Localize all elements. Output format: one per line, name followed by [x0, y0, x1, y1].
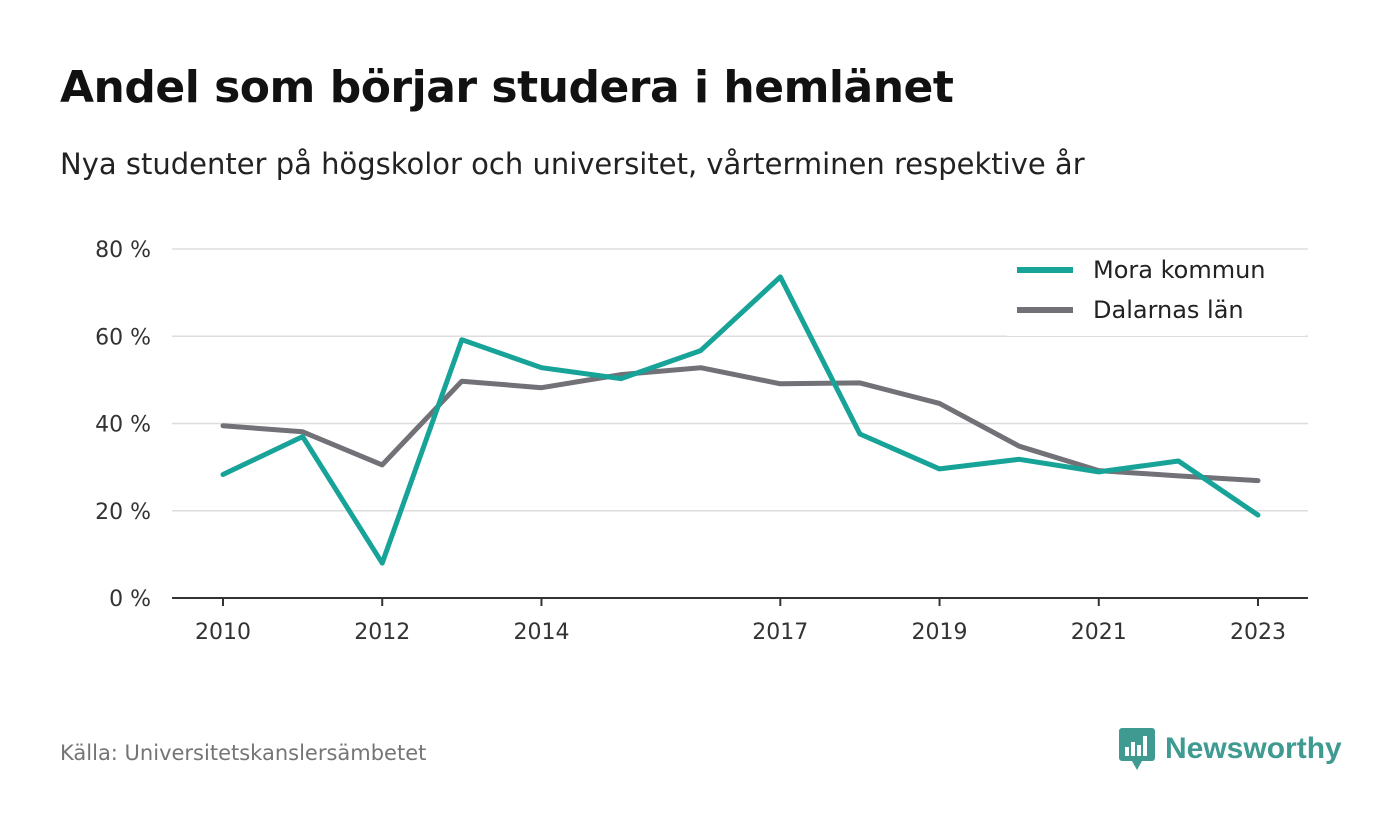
x-tick-label: 2023 [1230, 620, 1286, 645]
y-tick-label: 60 % [95, 325, 151, 350]
newsworthy-logo-icon [1119, 728, 1155, 770]
y-tick-label: 40 % [95, 413, 151, 438]
y-tick-label: 0 % [109, 587, 151, 612]
legend-label: Mora kommun [1093, 256, 1266, 284]
brand-name: Newsworthy [1165, 732, 1342, 765]
x-tick-label: 2017 [752, 620, 808, 645]
y-tick-label: 80 % [95, 238, 151, 263]
series-line-mora-kommun [220, 274, 1261, 566]
chart-subtitle: Nya studenter på högskolor och universit… [60, 147, 1085, 181]
legend-background [1007, 250, 1305, 336]
x-tick-label: 2012 [354, 620, 410, 645]
brand: Newsworthy [1119, 728, 1342, 770]
x-tick-label: 2014 [513, 620, 569, 645]
x-tick-label: 2021 [1071, 620, 1127, 645]
series-line-dalarnas-lan [220, 365, 1261, 484]
line-chart: 0 % 20 % 40 % 60 % 80 % 2010 2012 2014 2017 2019 2… [95, 238, 1308, 645]
x-tick-label: 2010 [195, 620, 251, 645]
legend-label: Dalarnas län [1093, 296, 1244, 324]
y-tick-label: 20 % [95, 500, 151, 525]
x-tick-label: 2019 [912, 620, 968, 645]
source-note: Källa: Universitetskanslersämbetet [60, 741, 427, 765]
chart-title: Andel som börjar studera i hemlänet [60, 62, 954, 113]
